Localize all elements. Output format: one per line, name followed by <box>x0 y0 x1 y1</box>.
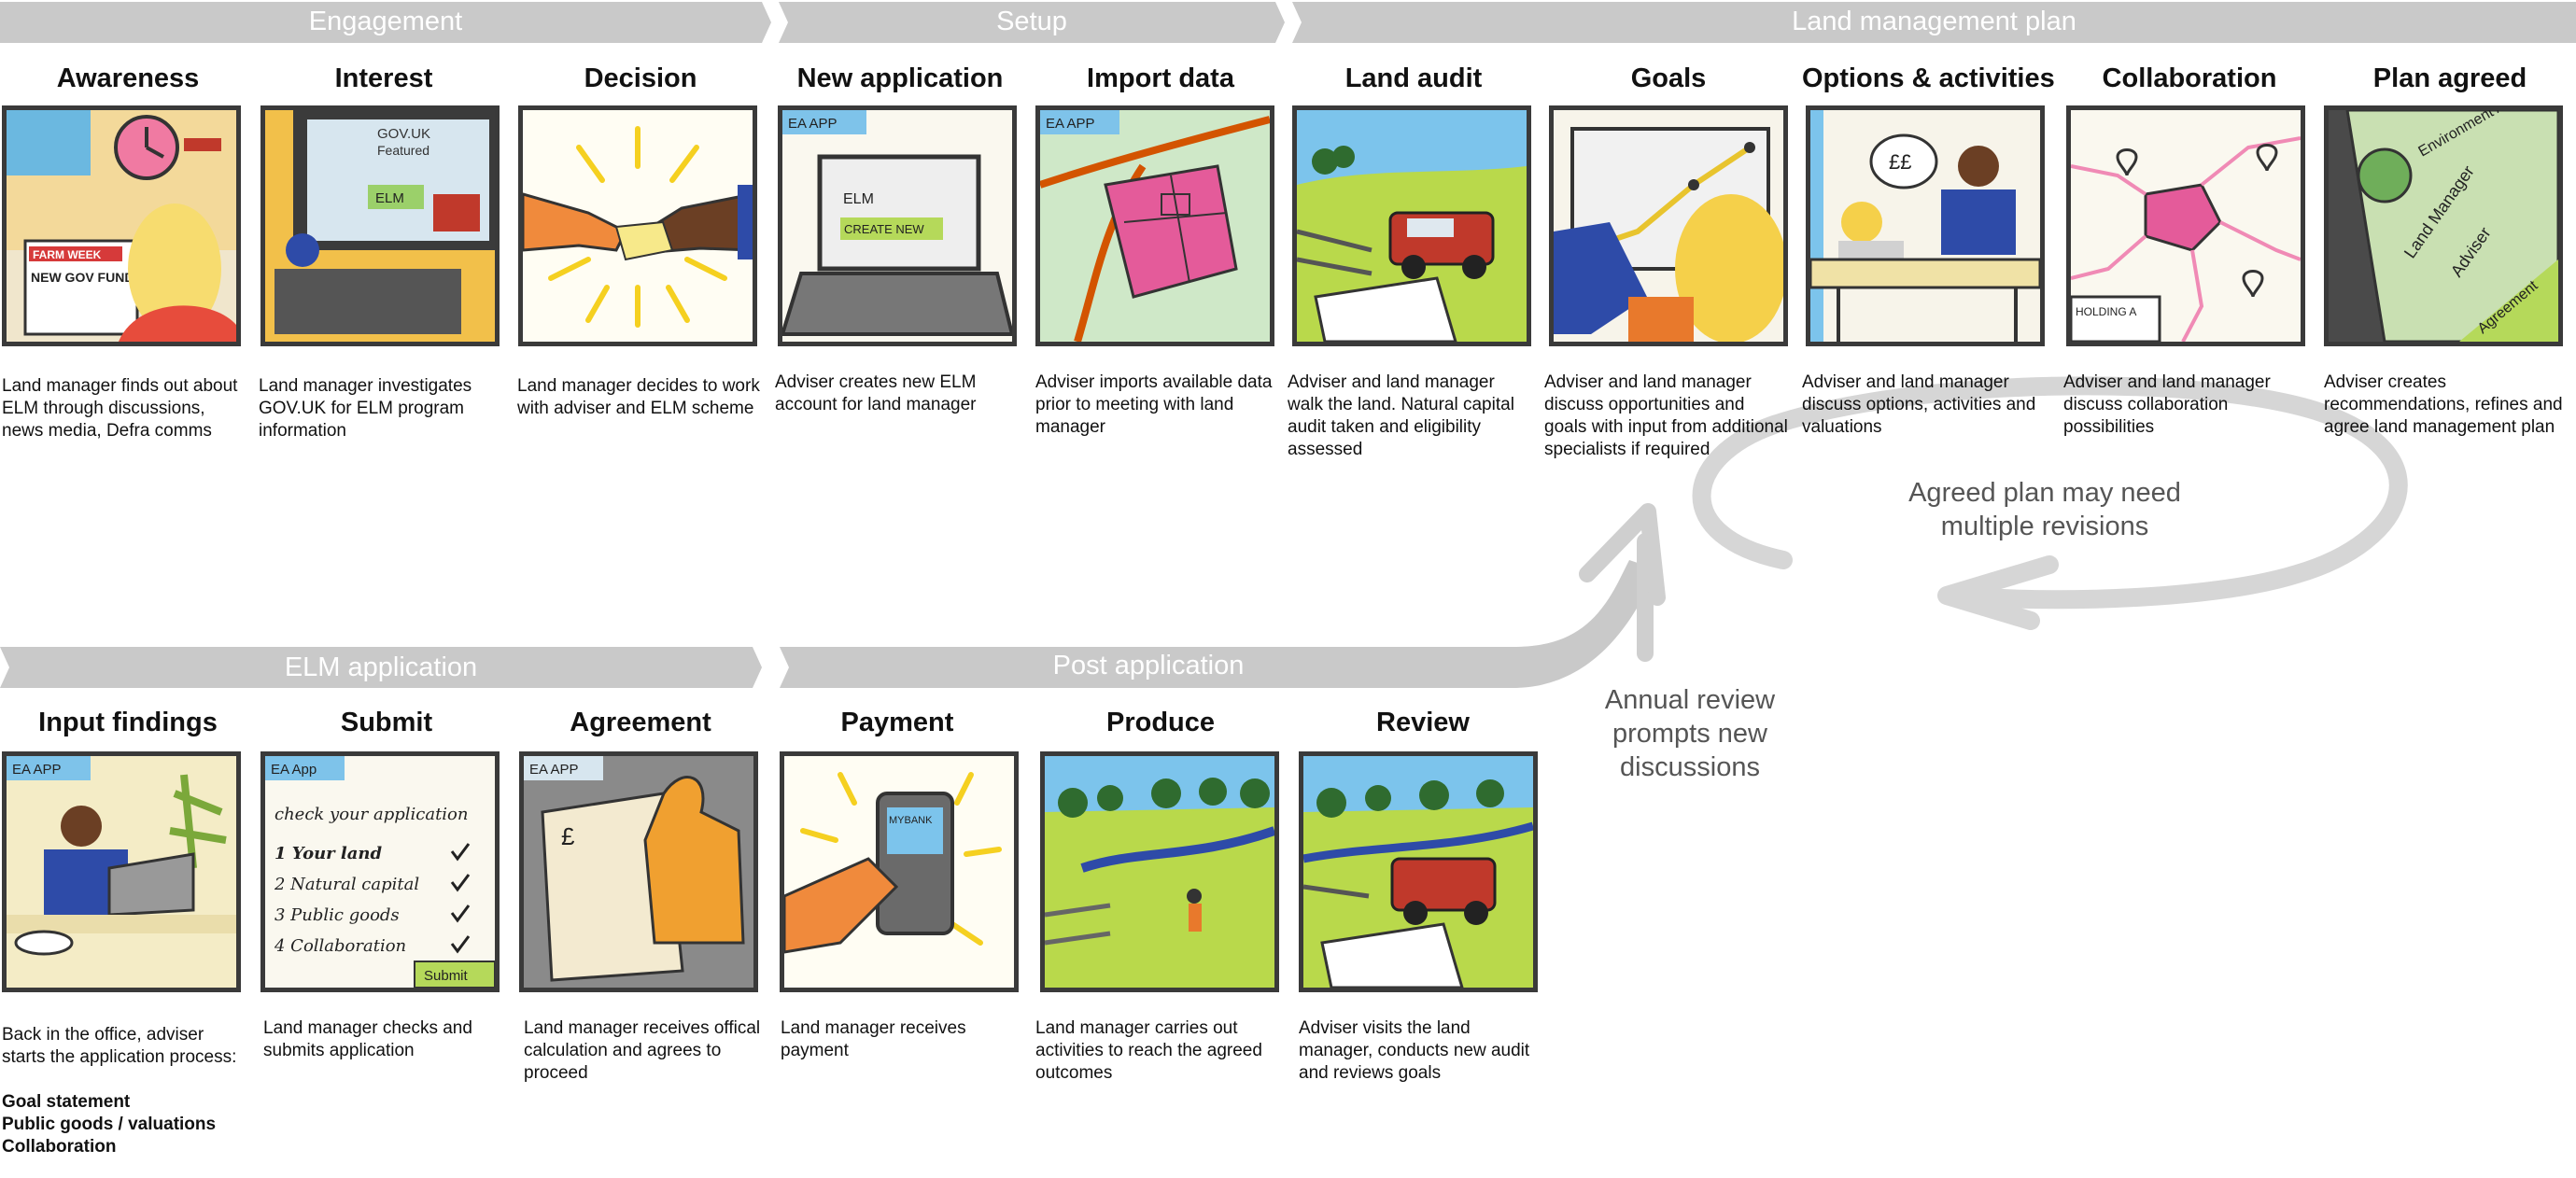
step-desc-input-findings: Back in the office, adviser starts the a… <box>2 1024 246 1158</box>
sketch-input-findings: EA APP <box>2 751 241 992</box>
sketch-land-audit <box>1292 105 1531 346</box>
revision-loop <box>1692 376 2408 610</box>
govuk-text: GOV.UK <box>377 126 430 142</box>
sketch-goals <box>1549 105 1788 346</box>
step-title-payment: Payment <box>840 708 954 737</box>
step-title-submit: Submit <box>340 708 433 737</box>
input-findings-intro: Back in the office, adviser starts the a… <box>2 1025 237 1067</box>
step-title-options-activities: Options & activities <box>1802 63 2055 93</box>
step-desc-land-audit: Adviser and land manager walk the land. … <box>1288 372 1514 459</box>
create-new-text: CREATE NEW <box>844 222 924 236</box>
elm-tab-text: ELM <box>375 190 404 206</box>
step-desc-goals: Adviser and land manager discuss opportu… <box>1544 372 1788 459</box>
pound-sign: £ <box>561 822 575 850</box>
sketch-collaboration: HOLDING A <box>2066 105 2305 346</box>
step-desc-options-activities: Adviser and land manager discuss options… <box>1802 372 2036 437</box>
holding-label: HOLDING A <box>2076 305 2136 318</box>
step-desc-decision: Land manager decides to work with advise… <box>517 376 760 418</box>
phase-label-setup: Setup <box>996 7 1067 36</box>
sketch-interest: GOV.UK Featured ELM <box>260 105 500 346</box>
sketch-options-activities: ££ <box>1806 105 2045 346</box>
step-title-awareness: Awareness <box>56 63 200 93</box>
step-title-land-audit: Land audit <box>1344 63 1483 93</box>
bold-item-public-goods: Public goods / valuations <box>2 1115 217 1134</box>
note-annual-review: Annual review prompts new discussions <box>1604 685 1776 782</box>
step-desc-payment: Land manager receives payment <box>781 1018 966 1060</box>
featured-text: Featured <box>377 143 429 158</box>
checklist-item-3: 3 Public goods <box>274 905 400 925</box>
checklist-item-2: 2 Natural capital <box>274 875 419 894</box>
annual-review-arrow-head <box>1579 503 1666 606</box>
submit-button-text: Submit <box>424 968 469 984</box>
step-title-agreement: Agreement <box>570 708 711 737</box>
newspaper-header: FARM WEEK <box>33 248 102 261</box>
band-land-management-plan <box>1292 2 2576 43</box>
ea-app-label: EA APP <box>788 116 838 132</box>
step-title-collaboration: Collaboration <box>2102 63 2277 93</box>
step-title-goals: Goals <box>1630 63 1707 93</box>
checklist-item-1: 1 Your land <box>274 844 383 863</box>
sketch-submit: EA App check your application 1 Your lan… <box>260 751 500 992</box>
sketch-produce <box>1040 751 1279 992</box>
step-desc-produce: Land manager carries out activities to r… <box>1035 1018 1262 1083</box>
step-desc-submit: Land manager checks and submits applicat… <box>263 1018 472 1060</box>
step-desc-import-data: Adviser imports available data prior to … <box>1035 372 1273 437</box>
elm-screen-text: ELM <box>843 191 874 207</box>
band-engagement <box>0 2 771 43</box>
bold-item-collaboration: Collaboration <box>2 1137 117 1157</box>
step-title-plan-agreed: Plan agreed <box>2372 63 2527 93</box>
checklist-item-4: 4 Collaboration <box>274 936 406 956</box>
step-title-new-application: New application <box>796 63 1004 93</box>
sketch-decision <box>518 105 757 346</box>
newspaper-headline: NEW GOV FUNDING <box>31 270 157 285</box>
step-desc-agreement: Land manager receives offical calculatio… <box>524 1018 761 1083</box>
band-setup <box>779 2 1285 43</box>
step-desc-review: Adviser visits the land manager, conduct… <box>1299 1018 1530 1083</box>
ea-app-label-3: EA APP <box>12 762 62 778</box>
step-desc-collaboration: Adviser and land manager discuss collabo… <box>2063 372 2271 437</box>
step-title-input-findings: Input findings <box>38 708 218 737</box>
step-desc-awareness: Land manager finds out about ELM through… <box>2 376 238 441</box>
bank-app-text: MYBANK <box>889 815 933 826</box>
sketch-new-application: EA APP ELM CREATE NEW <box>778 105 1017 346</box>
phase-label-land-management-plan: Land management plan <box>1792 7 2076 36</box>
sketch-payment: MYBANK <box>780 751 1019 992</box>
step-title-import-data: Import data <box>1087 63 1234 93</box>
band-elm-application <box>0 647 762 688</box>
sketch-review <box>1299 751 1538 992</box>
step-title-interest: Interest <box>334 63 433 93</box>
ea-app-label-2: EA APP <box>1046 116 1095 132</box>
phase-label-post-application: Post application <box>1052 651 1245 680</box>
sketch-import-data: EA APP <box>1035 105 1274 346</box>
check-application-text: check your application <box>274 805 468 824</box>
bold-item-goal-statement: Goal statement <box>2 1092 131 1112</box>
step-desc-new-application: Adviser creates new ELM account for land… <box>775 372 977 414</box>
phase-label-engagement: Engagement <box>308 7 463 36</box>
sketch-plan-agreed: Environment Agency Land Manager Adviser … <box>2324 105 2563 346</box>
note-revision: Agreed plan may need multiple revisions <box>1908 478 2181 541</box>
ea-app-label-5: EA APP <box>529 762 579 778</box>
step-desc-interest: Land manager investigates GOV.UK for ELM… <box>259 376 472 441</box>
step-desc-plan-agreed: Adviser creates recommendations, refines… <box>2324 372 2563 437</box>
band-post-application <box>780 560 1657 688</box>
revision-loop-arrowhead <box>1937 555 2059 630</box>
speech-bubble-text: ££ <box>1889 150 1911 174</box>
step-title-review: Review <box>1376 708 1470 737</box>
sketch-awareness: FARM WEEK NEW GOV FUNDING <box>2 105 241 346</box>
step-title-produce: Produce <box>1105 708 1216 737</box>
sketch-agreement: EA APP £ <box>519 751 758 992</box>
step-title-decision: Decision <box>584 63 697 93</box>
ea-app-label-4: EA App <box>271 762 317 778</box>
phase-label-elm-application: ELM application <box>284 652 478 682</box>
